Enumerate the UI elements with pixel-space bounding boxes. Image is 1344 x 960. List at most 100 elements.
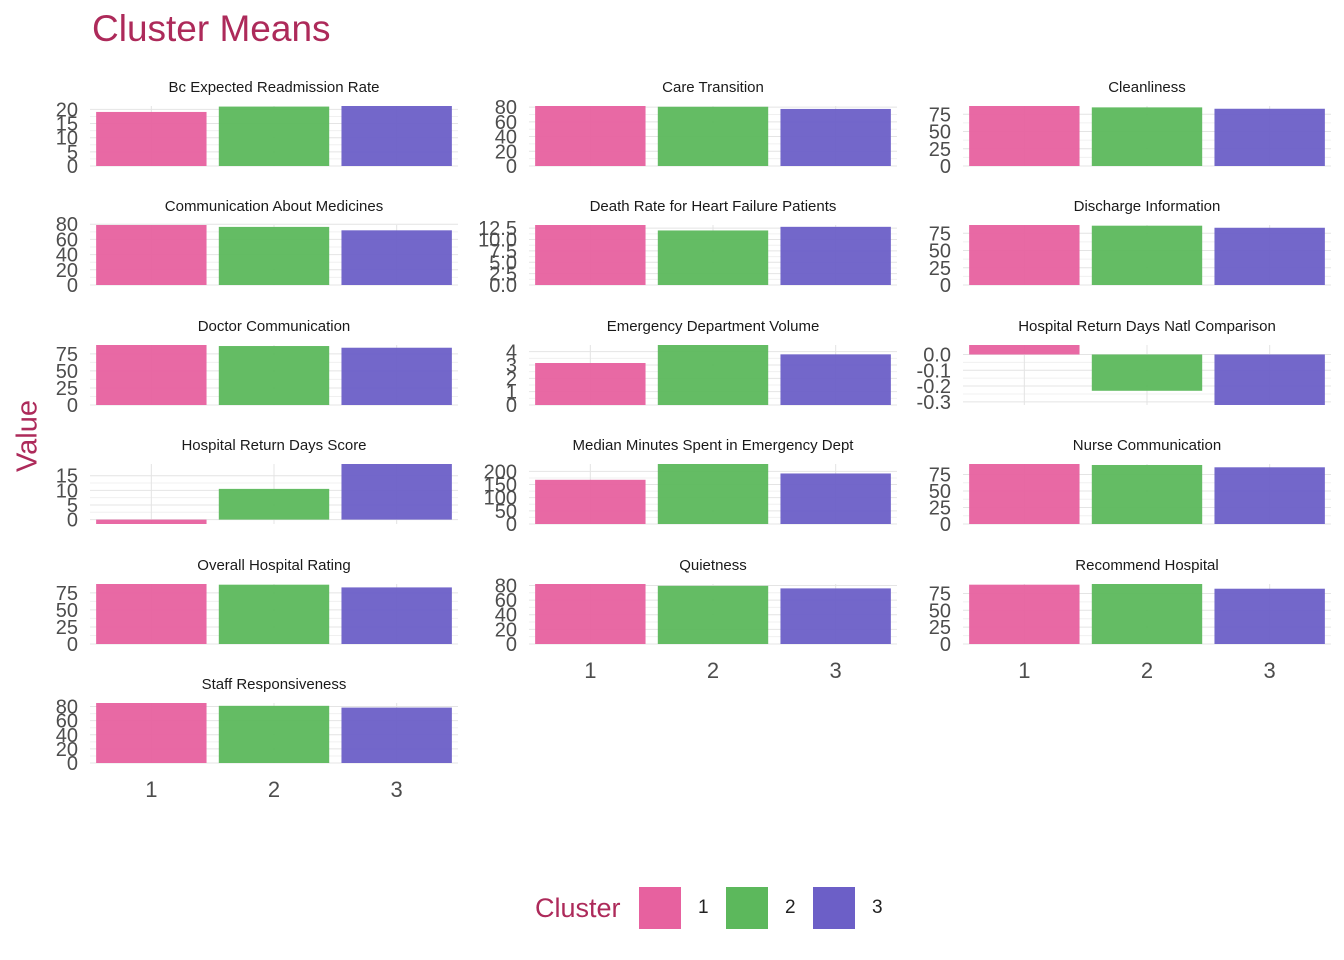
panel-title: Emergency Department Volume bbox=[607, 318, 820, 335]
y-tick-label: 40 bbox=[56, 245, 78, 267]
y-tick-label: 0 bbox=[940, 275, 951, 297]
bar-cluster-1 bbox=[535, 479, 646, 524]
bar-cluster-3 bbox=[780, 226, 891, 285]
bar-cluster-1 bbox=[96, 519, 207, 524]
bar-cluster-1 bbox=[969, 225, 1080, 285]
bar-cluster-2 bbox=[657, 345, 769, 405]
y-tick-label: 10.0 bbox=[478, 230, 517, 252]
bar-cluster-3 bbox=[1214, 227, 1325, 285]
y-tick-label: 40 bbox=[495, 605, 517, 627]
y-tick-label: 40 bbox=[56, 725, 78, 747]
y-tick-label: 25 bbox=[929, 498, 951, 520]
y-tick-label: 50 bbox=[929, 122, 951, 144]
y-tick-label: 20 bbox=[495, 619, 517, 641]
panel-title: Care Transition bbox=[662, 79, 764, 96]
panel-title: Cleanliness bbox=[1108, 79, 1186, 96]
y-tick-label: 50 bbox=[495, 501, 517, 523]
bar-cluster-2 bbox=[1091, 225, 1203, 285]
y-tick-label: 75 bbox=[929, 223, 951, 245]
bar-cluster-2 bbox=[1091, 464, 1203, 524]
y-tick-label: 75 bbox=[929, 104, 951, 126]
y-tick-label: 75 bbox=[56, 583, 78, 605]
y-tick-label: 1 bbox=[506, 382, 517, 404]
panel-title: Quietness bbox=[679, 557, 747, 574]
bar-cluster-1 bbox=[96, 345, 207, 405]
y-tick-label: 60 bbox=[495, 112, 517, 134]
x-tick-label: 1 bbox=[145, 777, 157, 802]
bar-cluster-2 bbox=[657, 230, 769, 285]
x-tick-label: 3 bbox=[1264, 658, 1276, 683]
y-tick-label: 50 bbox=[929, 600, 951, 622]
y-tick-label: 0.0 bbox=[923, 344, 951, 366]
bar-cluster-1 bbox=[96, 703, 207, 763]
y-tick-label: 25 bbox=[929, 258, 951, 280]
bar-cluster-2 bbox=[218, 226, 330, 285]
y-tick-label: 0 bbox=[67, 156, 78, 178]
bar-cluster-2 bbox=[218, 488, 330, 520]
y-tick-label: 0 bbox=[940, 634, 951, 656]
y-tick-label: 10 bbox=[56, 128, 78, 150]
bar-cluster-1 bbox=[96, 225, 207, 285]
y-tick-label: 25 bbox=[929, 139, 951, 161]
bar-cluster-2 bbox=[1091, 107, 1203, 166]
chart-title: Cluster Means bbox=[92, 8, 331, 49]
y-tick-label: 200 bbox=[484, 461, 517, 483]
bar-cluster-3 bbox=[341, 230, 452, 285]
bar-cluster-2 bbox=[218, 346, 330, 405]
bar-cluster-3 bbox=[1214, 467, 1325, 524]
y-tick-label: 75 bbox=[929, 465, 951, 487]
y-tick-label: 20 bbox=[56, 260, 78, 282]
panel-title: Hospital Return Days Natl Comparison bbox=[1018, 318, 1276, 335]
y-tick-label: 0 bbox=[67, 753, 78, 775]
bar-cluster-2 bbox=[657, 106, 769, 166]
panel-hospital-return-days-natl-comparison: Hospital Return Days Natl Comparison0.0-… bbox=[917, 318, 1331, 414]
y-tick-label: 5 bbox=[67, 495, 78, 517]
panel-title: Overall Hospital Rating bbox=[197, 557, 350, 574]
panel-title: Median Minutes Spent in Emergency Dept bbox=[573, 437, 855, 454]
x-tick-label: 2 bbox=[1141, 658, 1153, 683]
panel-title: Staff Responsiveness bbox=[202, 676, 347, 693]
x-tick-label: 3 bbox=[830, 658, 842, 683]
bar-cluster-3 bbox=[780, 108, 891, 166]
bar-cluster-1 bbox=[96, 111, 207, 166]
bar-cluster-2 bbox=[1091, 354, 1203, 391]
y-tick-label: 60 bbox=[56, 711, 78, 733]
y-tick-label: 5.0 bbox=[489, 252, 517, 274]
bar-cluster-1 bbox=[535, 225, 646, 285]
bar-cluster-1 bbox=[969, 584, 1080, 644]
y-tick-label: 25 bbox=[56, 617, 78, 639]
y-tick-label: -0.1 bbox=[917, 360, 951, 382]
bar-cluster-3 bbox=[341, 106, 452, 166]
y-tick-label: 7.5 bbox=[489, 241, 517, 263]
bar-cluster-1 bbox=[969, 464, 1080, 524]
y-tick-label: -0.3 bbox=[917, 392, 951, 414]
y-tick-label: 50 bbox=[56, 600, 78, 622]
bar-cluster-3 bbox=[341, 707, 452, 763]
y-tick-label: -0.2 bbox=[917, 376, 951, 398]
x-tick-label: 3 bbox=[391, 777, 403, 802]
y-tick-label: 75 bbox=[929, 583, 951, 605]
bar-cluster-3 bbox=[341, 464, 452, 520]
y-tick-label: 0 bbox=[67, 395, 78, 417]
y-tick-label: 15 bbox=[56, 466, 78, 488]
y-tick-label: 3 bbox=[506, 355, 517, 377]
y-tick-label: 0 bbox=[506, 156, 517, 178]
y-tick-label: 0 bbox=[940, 156, 951, 178]
y-tick-label: 80 bbox=[56, 697, 78, 719]
y-tick-label: 25 bbox=[56, 378, 78, 400]
y-tick-label: 60 bbox=[495, 590, 517, 612]
bar-cluster-1 bbox=[969, 106, 1080, 166]
bar-cluster-1 bbox=[535, 584, 646, 644]
bar-cluster-3 bbox=[780, 354, 891, 405]
bar-cluster-1 bbox=[969, 345, 1080, 355]
